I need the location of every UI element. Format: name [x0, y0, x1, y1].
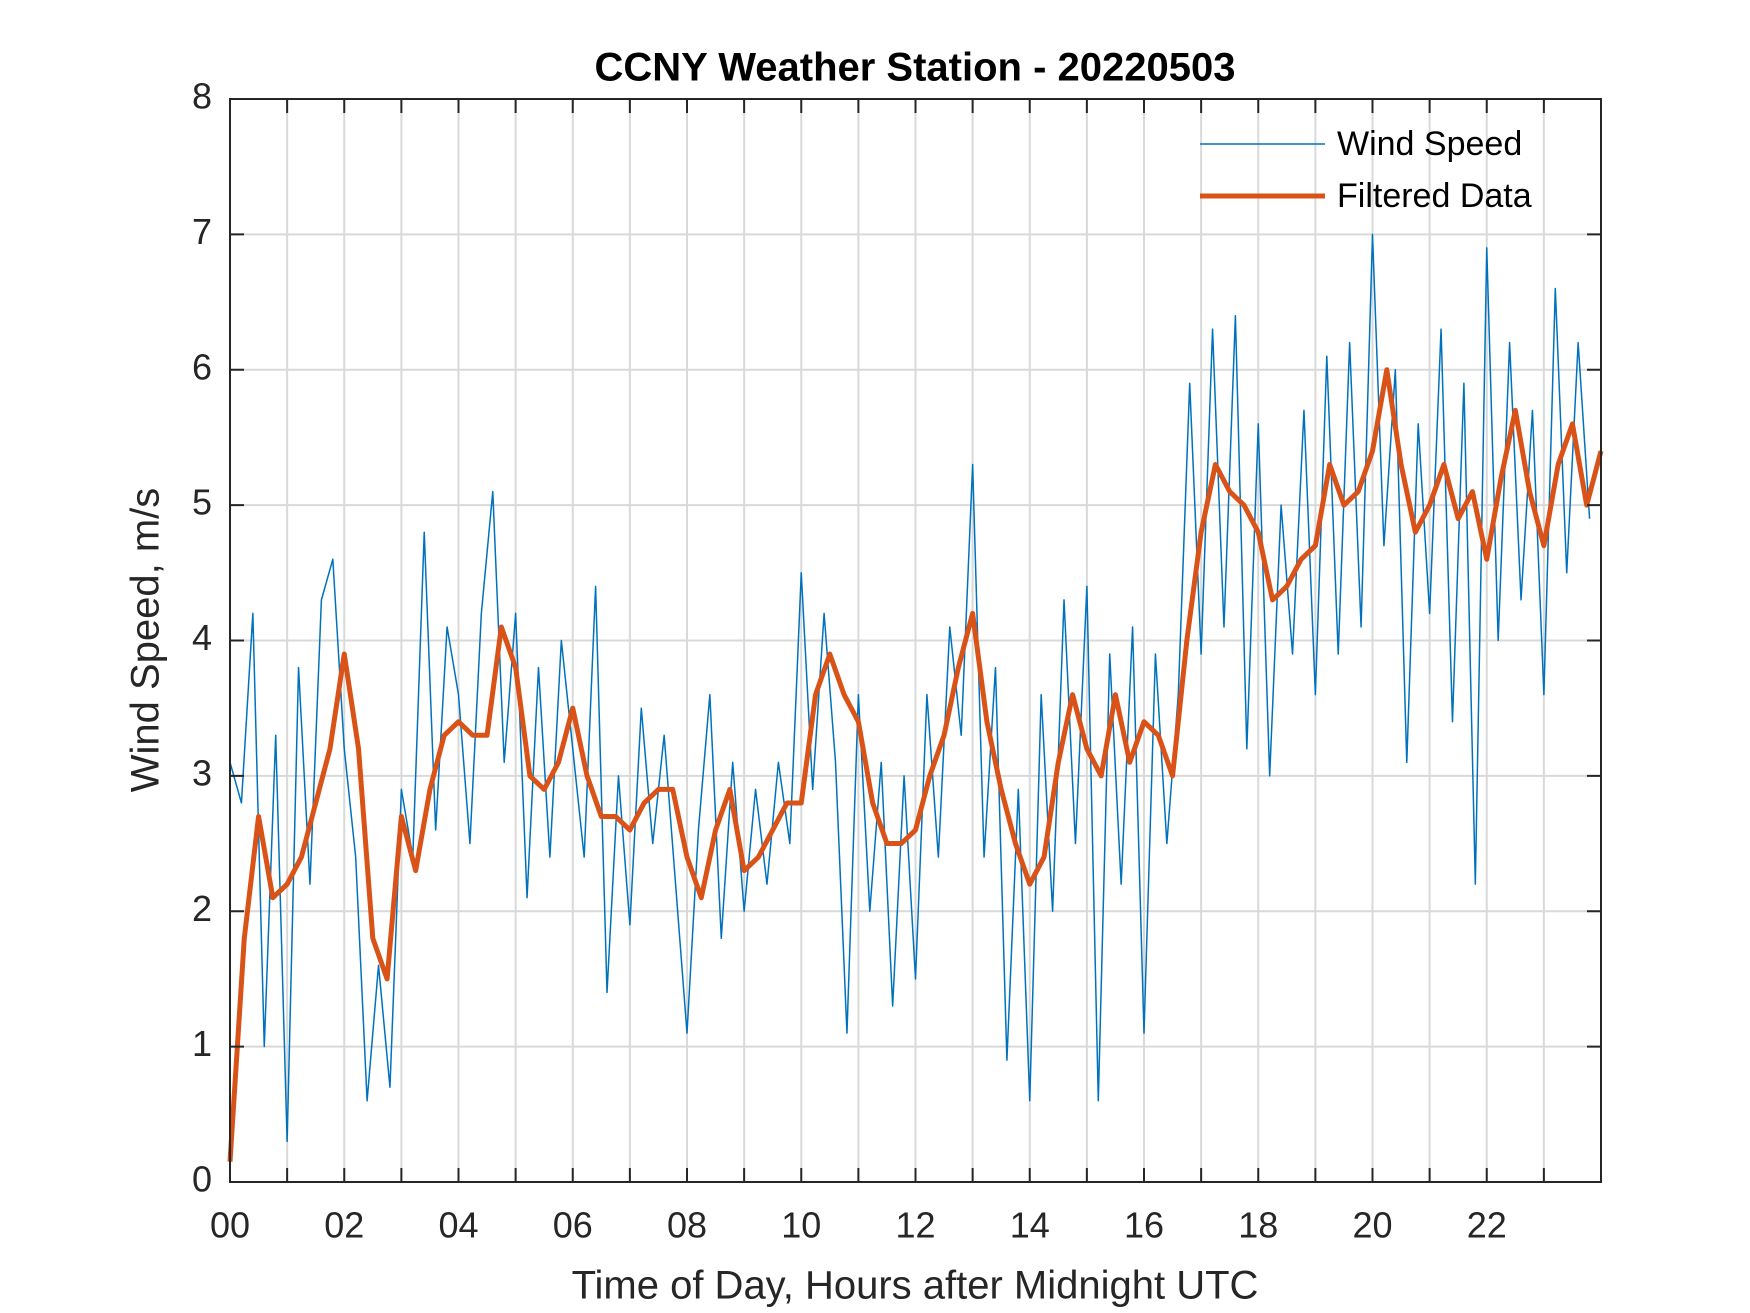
legend-label: Filtered Data [1337, 177, 1532, 215]
y-tick-label: 1 [192, 1023, 212, 1064]
data-line [227, 367, 1604, 1162]
chart-title: CCNY Weather Station - 20220503 [595, 46, 1236, 90]
x-tick-label: 14 [1010, 1205, 1050, 1246]
x-tick-label: 18 [1238, 1205, 1278, 1246]
x-tick-label: 04 [438, 1205, 478, 1246]
x-tick-label: 20 [1352, 1205, 1392, 1246]
x-tick-label: 06 [553, 1205, 593, 1246]
legend: Wind Speed Filtered Data [1200, 125, 1532, 215]
x-tick-label: 00 [210, 1205, 250, 1246]
x-tick-label: 02 [324, 1205, 364, 1246]
legend-label: Wind Speed [1337, 125, 1522, 163]
axes-frame [229, 98, 1602, 1183]
data-line [229, 233, 1591, 1143]
y-tick-label: 7 [192, 211, 212, 252]
plot-area [227, 233, 1604, 1162]
y-tick-label: 4 [192, 617, 212, 658]
x-tick-label: 10 [781, 1205, 821, 1246]
y-tick-label: 0 [192, 1159, 212, 1200]
x-tick-label: 12 [895, 1205, 935, 1246]
y-tick-label: 3 [192, 752, 212, 793]
y-axis-label: Wind Speed, m/s [124, 488, 168, 793]
y-tick-label: 2 [192, 888, 212, 929]
x-tick-label: 16 [1124, 1205, 1164, 1246]
y-tick-label: 6 [192, 346, 212, 387]
y-tick-label: 8 [192, 76, 212, 117]
x-tick-label: 08 [667, 1205, 707, 1246]
x-axis-label: Time of Day, Hours after Midnight UTC [572, 1264, 1259, 1308]
x-tick-label: 22 [1467, 1205, 1507, 1246]
y-tick-label: 5 [192, 482, 212, 523]
